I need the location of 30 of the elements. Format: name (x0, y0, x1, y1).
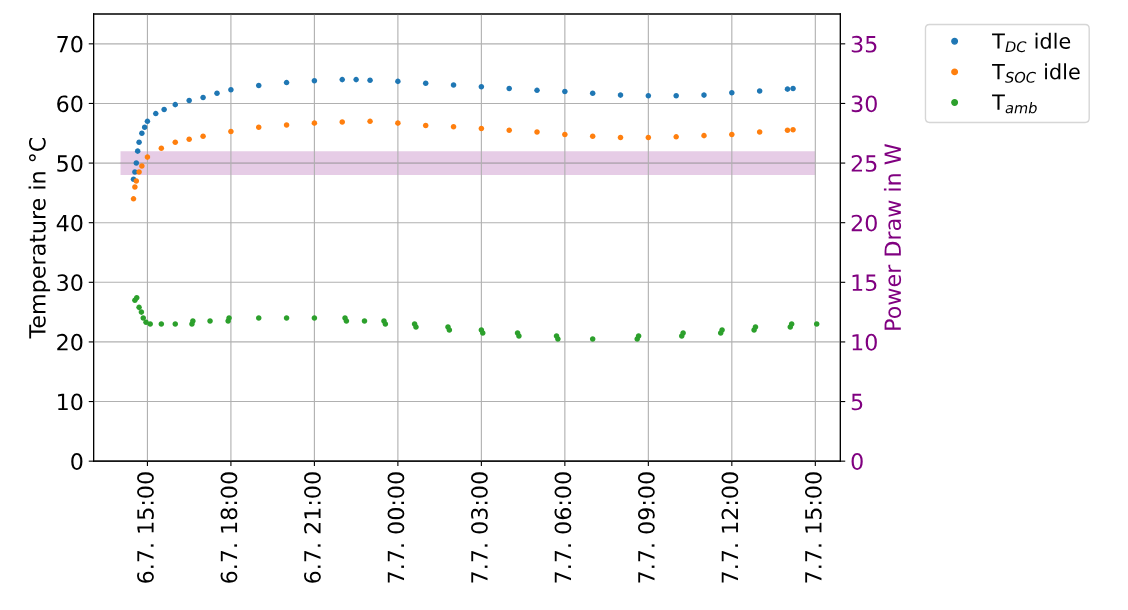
y2-axis-title: Power Draw in W (883, 144, 902, 330)
y-tick-label: 20 (57, 333, 83, 351)
y2-tick-label: 25 (851, 155, 877, 172)
y2-tick-label: 30 (851, 95, 877, 113)
y-axis-title: Temperature in °C (28, 137, 51, 339)
legend-label: T$_{DC}$ idle (992, 32, 1071, 53)
y-tick-label: 30 (57, 274, 83, 292)
y2-tick-label: 35 (851, 35, 877, 53)
y2-tick-label: 10 (852, 333, 877, 351)
x-tick-label: 6.7. 18:00 (220, 472, 238, 583)
x-tick-label: 6.7. 21:00 (304, 472, 321, 583)
x-tick-label: 7.7. 09:00 (637, 472, 655, 583)
y-tick-label: 50 (57, 155, 83, 172)
y2-tick-label: 0 (851, 453, 863, 470)
y2-tick-label: 15 (852, 274, 877, 292)
x-tick-label: 6.7. 15:00 (137, 472, 154, 583)
y-tick-label: 40 (56, 214, 83, 232)
legend-label: T$_{SOC}$ idle (992, 63, 1080, 83)
y-tick-label: 70 (57, 35, 83, 53)
y-tick-label: 10 (58, 393, 83, 411)
x-tick-label: 7.7. 12:00 (721, 472, 739, 583)
y2-tick-label: 5 (851, 393, 863, 411)
x-tick-label: 7.7. 03:00 (471, 472, 488, 583)
y2-tick-label: 20 (851, 214, 877, 232)
y-tick-label: 0 (71, 453, 83, 470)
x-tick-label: 7.7. 00:00 (387, 472, 405, 583)
x-tick-label: 7.7. 06:00 (554, 472, 572, 583)
y-tick-label: 60 (57, 95, 83, 113)
x-tick-label: 7.7. 15:00 (804, 472, 822, 583)
legend-label: T$_{amb}$ (992, 94, 1037, 114)
